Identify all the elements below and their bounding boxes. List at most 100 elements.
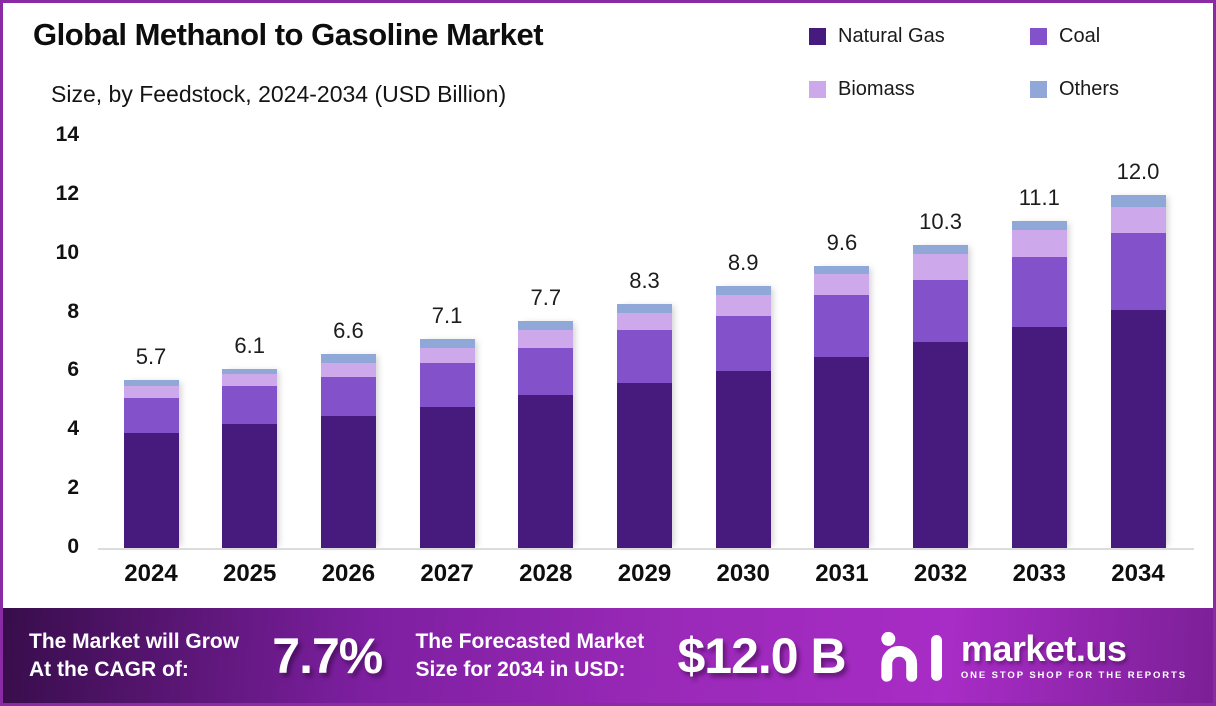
legend-item-coal: Coal	[1030, 25, 1190, 48]
segment-others	[913, 244, 969, 254]
segment-others	[320, 353, 376, 363]
segment-natural-gas	[123, 433, 179, 548]
segment-biomass	[419, 347, 475, 363]
logo-tagline: ONE STOP SHOP FOR THE REPORTS	[960, 669, 1187, 681]
x-axis-label-2033: 2033	[1012, 560, 1066, 587]
segment-biomass	[222, 374, 278, 387]
segment-natural-gas	[320, 415, 376, 548]
x-axis-label-2027: 2027	[420, 560, 474, 587]
x-axis-label-2031: 2031	[815, 560, 869, 587]
x-axis-label-2025: 2025	[222, 560, 277, 587]
cagr-label-line2: At the CAGR of:	[29, 657, 189, 681]
y-axis-tick: 6	[67, 358, 79, 382]
legend-label: Natural Gas	[838, 25, 945, 47]
bar-value-label: 10.3	[919, 208, 962, 234]
segment-biomass	[320, 362, 376, 378]
bar-stack-2025	[222, 368, 278, 549]
y-axis-tick: 8	[67, 299, 79, 323]
biomass-swatch-icon	[809, 81, 826, 98]
segment-biomass	[715, 294, 771, 316]
logo-name: market.us	[960, 627, 1127, 669]
bar-value-label: 6.6	[333, 317, 364, 343]
x-axis-label-2024: 2024	[124, 560, 178, 587]
bar-value-label: 9.6	[826, 229, 858, 255]
bar-stack-2032	[913, 244, 969, 548]
segment-coal	[518, 347, 574, 395]
page-subtitle: Size, by Feedstock, 2024-2034 (USD Billi…	[51, 81, 507, 107]
legend-label: Biomass	[838, 78, 915, 100]
segment-coal	[123, 397, 179, 434]
bar-2028: 7.7	[518, 136, 574, 548]
legend-label: Others	[1059, 78, 1120, 100]
segment-biomass	[123, 386, 179, 398]
legend-item-biomass: Biomass	[809, 78, 1030, 101]
segment-coal	[320, 377, 376, 416]
natural-gas-swatch-icon	[809, 28, 826, 45]
segment-others	[1011, 221, 1067, 231]
forecast-value: $12.0 B	[677, 627, 846, 684]
segment-natural-gas	[715, 371, 771, 548]
bar-2027: 7.1	[419, 136, 475, 548]
footer-banner: The Market will Grow At the CAGR of: 7.7…	[3, 608, 1213, 703]
segment-others	[1110, 194, 1166, 207]
stacked-bar-chart: 14 12 10 8 6 4 2 0 5.7 6.1 6.6 7.1 7.7 8.3 8.9 9.6 10.3…	[3, 3, 1213, 703]
segment-coal	[715, 315, 771, 372]
cagr-label-line1: The Market will Grow	[29, 630, 240, 654]
bar-value-label: 7.7	[530, 285, 562, 311]
bar-stack-2029	[617, 303, 672, 548]
bar-stack-2031	[814, 265, 870, 548]
bar-value-label: 12.0	[1116, 158, 1160, 184]
segment-natural-gas	[913, 342, 969, 548]
y-axis-tick: 4	[67, 417, 79, 441]
bar-value-label: 11.1	[1018, 185, 1060, 211]
x-axis-label-2034: 2034	[1111, 560, 1165, 587]
cagr-value: 7.7%	[272, 627, 383, 684]
segment-biomass	[1011, 230, 1067, 257]
legend-item-others: Others	[1030, 78, 1190, 101]
legend-item-natural-gas: Natural Gas	[809, 25, 1030, 48]
segment-coal	[222, 386, 278, 425]
y-axis-tick: 0	[67, 535, 79, 558]
segment-natural-gas	[1110, 309, 1166, 548]
segment-others	[222, 368, 278, 375]
others-swatch-icon	[1030, 81, 1047, 98]
segment-others	[814, 265, 870, 275]
bar-2034: 12.0	[1110, 136, 1166, 548]
segment-biomass	[1110, 206, 1166, 234]
segment-coal	[913, 280, 969, 342]
bar-2029: 8.3	[617, 136, 672, 548]
marketus-logo-text: market.us ONE STOP SHOP FOR THE REPORTS	[960, 627, 1187, 681]
x-axis-label-2029: 2029	[617, 560, 672, 587]
forecast-label-line2: Size for 2034 in USD:	[415, 657, 626, 681]
forecast-label: The Forecasted Market Size for 2034 in U…	[415, 628, 644, 683]
bar-stack-2028	[518, 321, 574, 548]
bar-2030: 8.9	[715, 136, 771, 548]
segment-coal	[617, 330, 672, 384]
y-axis-tick: 14	[55, 123, 79, 146]
y-axis-tick: 10	[55, 240, 79, 264]
x-axis-label-2028: 2028	[519, 560, 573, 587]
bar-stack-2034	[1110, 194, 1166, 548]
bar-value-label: 7.1	[431, 303, 463, 329]
segment-biomass	[913, 253, 969, 281]
x-axis-label-2030: 2030	[716, 560, 770, 587]
segment-others	[715, 286, 771, 295]
segment-natural-gas	[814, 356, 870, 548]
bar-value-label: 5.7	[135, 344, 167, 370]
bar-stack-2024	[123, 380, 179, 548]
segment-natural-gas	[518, 394, 574, 548]
legend-label: Coal	[1059, 25, 1101, 47]
segment-coal	[1110, 233, 1166, 310]
y-axis-tick: 2	[67, 476, 79, 500]
bar-value-label: 6.1	[234, 332, 265, 358]
page-title: Global Methanol to Gasoline Market	[33, 17, 544, 52]
bar-stack-2033	[1011, 221, 1067, 548]
bar-value-label: 8.3	[629, 267, 660, 293]
bar-2026: 6.6	[320, 136, 376, 548]
x-axis-label-2026: 2026	[321, 560, 376, 587]
bar-2024: 5.7	[123, 136, 179, 548]
segment-biomass	[814, 274, 870, 295]
segment-others	[518, 321, 574, 331]
cagr-label: The Market will Grow At the CAGR of:	[29, 628, 239, 683]
segment-natural-gas	[1011, 327, 1067, 548]
